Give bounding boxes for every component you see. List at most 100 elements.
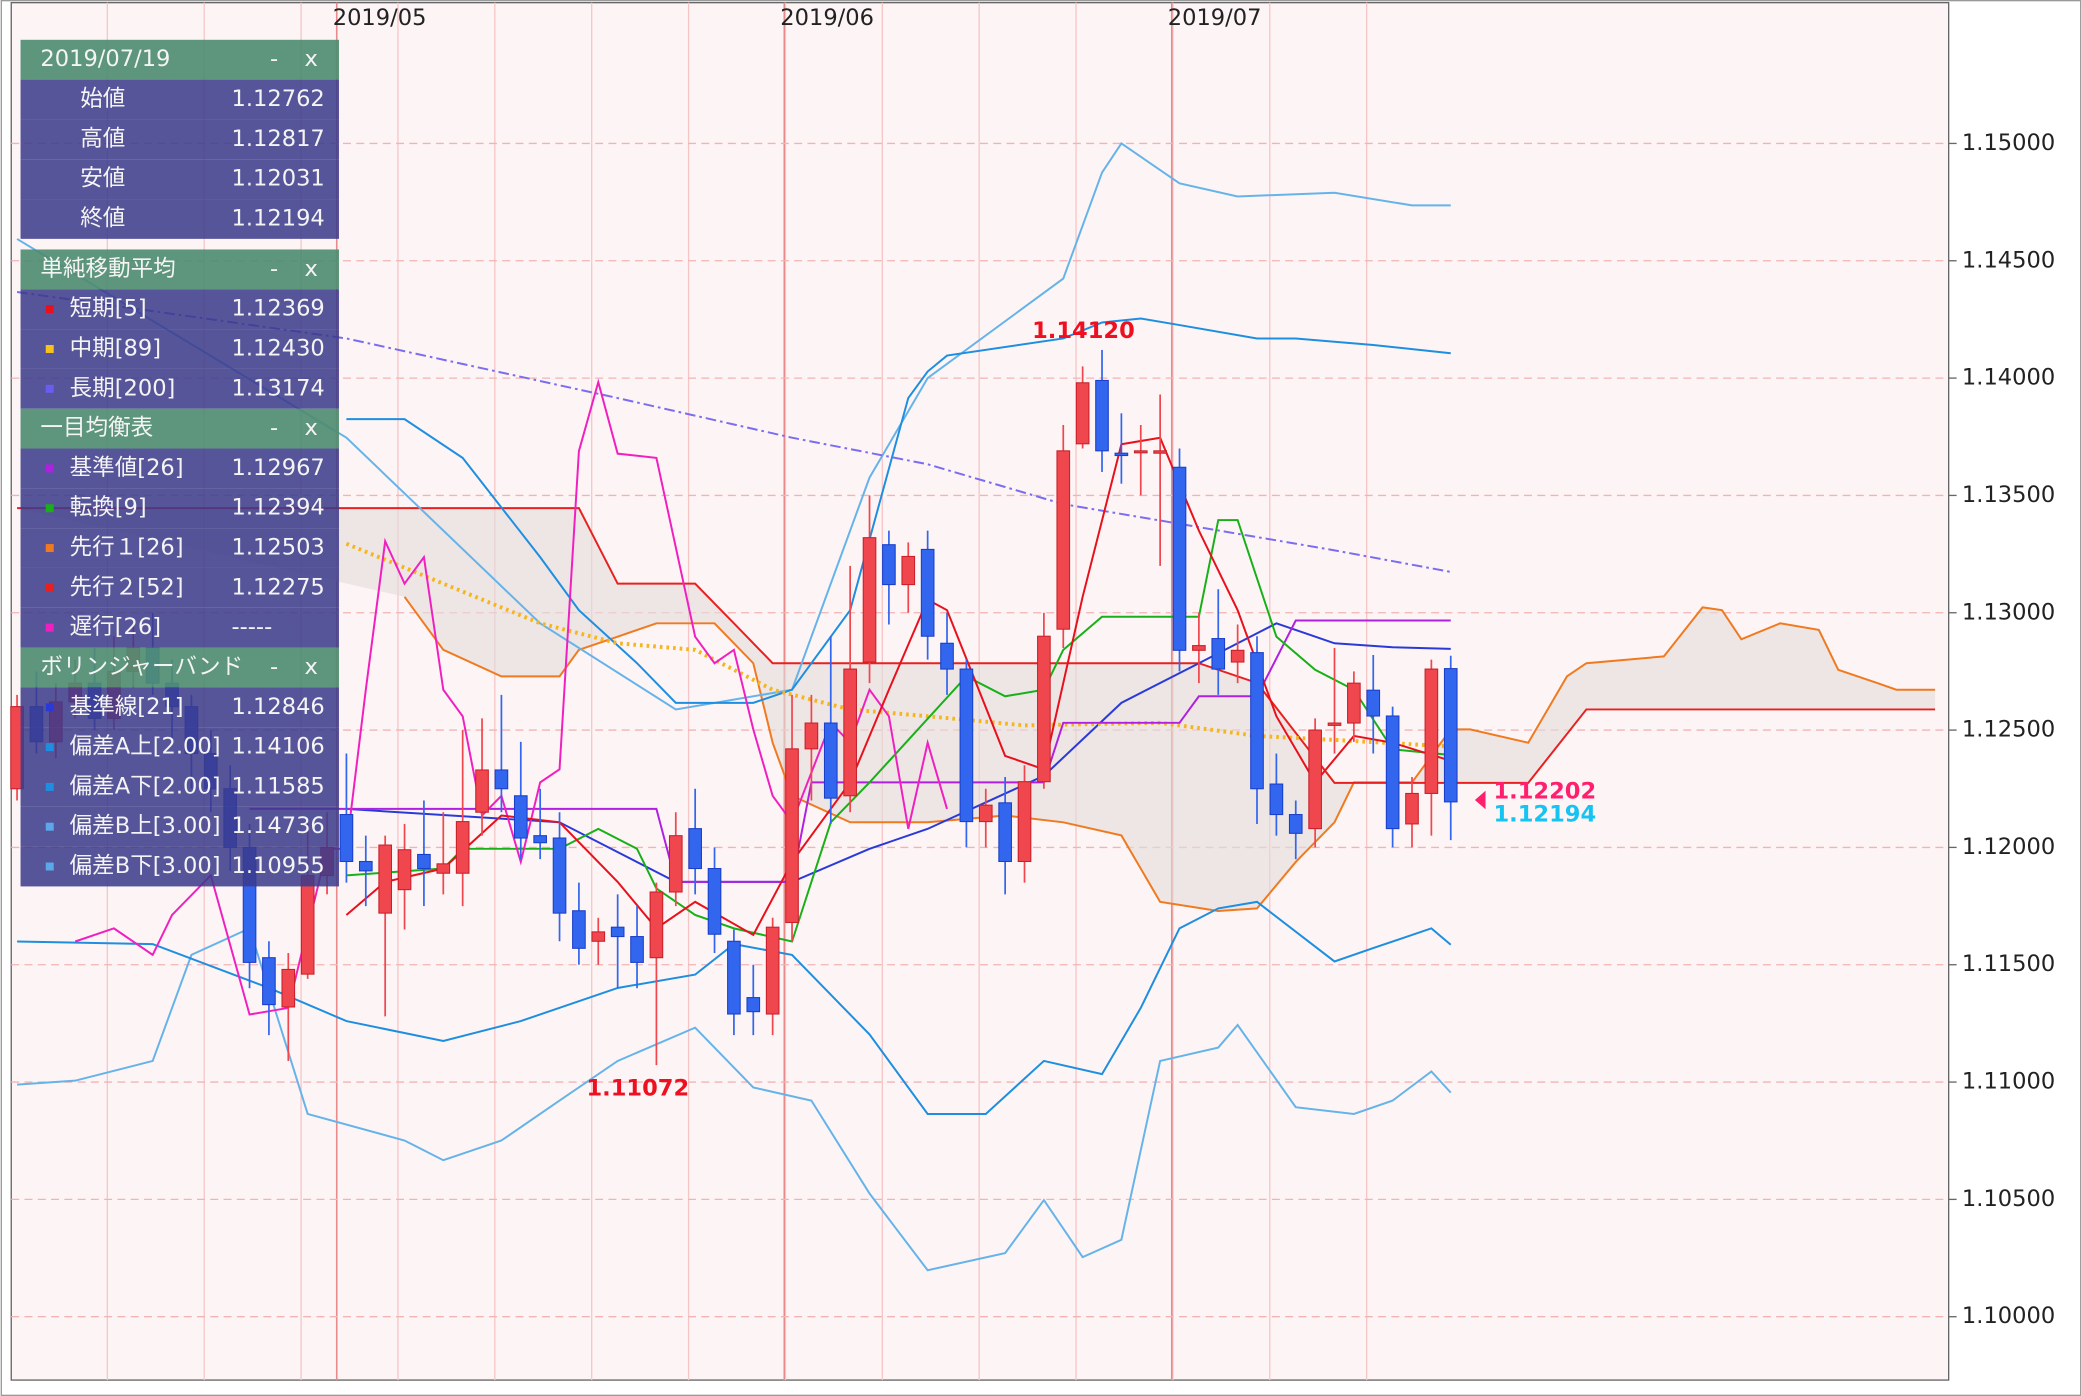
row-value: 1.12194 [232,205,325,231]
row-label: 先行１[26] [70,535,184,561]
row-value: 1.14736 [232,813,325,839]
y-tick-label: 1.15000 [1962,130,2055,156]
y-tick-label: 1.10500 [1962,1186,2055,1212]
candle-body [1211,638,1226,670]
row-bullet [45,583,54,592]
row-label: 偏差A下[2.00] [70,773,221,799]
row-label: 中期[89] [70,336,161,362]
row-value: 1.10955 [232,853,325,879]
candle-body [668,835,683,893]
panel-title: 2019/07/19 [40,46,170,72]
row-value: 1.12394 [232,495,325,521]
row-value: 1.12817 [232,126,325,152]
indicator-line [16,290,1451,573]
row-label: 偏差B下[3.00] [70,853,221,879]
candle-body [804,722,819,750]
candle-body [455,821,470,874]
row-label: 偏差A上[2.00] [70,734,221,760]
candle-body [436,863,451,874]
candle-body [281,968,296,1008]
panel-close[interactable]: x [305,654,318,680]
candle-body [1347,682,1361,724]
candle-body [1308,729,1322,830]
row-value: 1.12762 [232,86,325,112]
indicator-line [16,142,1451,711]
panel-title: 単純移動平均 [40,256,175,282]
indicator-line [16,926,1452,1272]
panel-row [20,687,340,728]
panel-row [20,159,340,200]
candle-body [1037,635,1051,783]
panel-minimize[interactable]: - [270,256,278,282]
span-b-line [17,507,1936,784]
candle-body [1095,379,1109,452]
row-value: 1.12369 [232,296,325,322]
extreme-label: 1.14120 [1032,318,1135,344]
panel-close[interactable]: x [305,46,318,72]
row-bullet [45,703,54,712]
y-tick-label: 1.13000 [1962,599,2055,625]
row-bullet [45,504,54,513]
row-bullet [45,544,54,553]
panel-minimize[interactable]: - [270,654,278,680]
row-bullet [45,464,54,473]
y-tick-label: 1.12500 [1962,717,2055,743]
row-bullet [45,305,54,314]
candle-body [1075,382,1090,445]
candle-body [882,544,896,586]
panel-title: 一目均衡表 [40,415,153,441]
row-value: 1.12031 [232,166,325,192]
row-value: 1.12430 [232,336,325,362]
panel-minimize[interactable]: - [270,415,278,441]
row-bullet [45,782,54,791]
candle-body [940,642,954,670]
panel-row [20,448,340,489]
price-marker [1474,790,1486,810]
candle-body [533,835,547,844]
row-bullet [45,384,54,393]
panel-close[interactable]: x [305,415,318,441]
candle-body [494,769,509,790]
candle-body [378,844,392,914]
candle-body [1192,645,1206,651]
candle-body [1133,450,1148,454]
row-value: ----- [232,614,273,640]
candle-body [920,548,935,637]
candle-body [1443,668,1458,803]
y-tick-label: 1.10000 [1962,1303,2055,1329]
row-value: 1.12846 [232,694,325,720]
y-tick-label: 1.14000 [1962,365,2055,391]
candle-body [978,804,993,823]
candle-body [1230,649,1245,663]
candle-body [862,537,877,663]
candle-body [513,795,528,839]
panel-header [20,408,340,449]
candle-body [1288,814,1303,834]
row-label: 遅行[26] [70,614,161,640]
candle-body [746,997,761,1013]
panel-row [20,329,340,369]
candle-body [1366,689,1381,717]
row-value: 1.11585 [232,773,325,799]
price-tag: 1.12194 [1494,802,1597,828]
panel-close[interactable]: x [305,256,318,282]
candle-body [1114,452,1129,457]
candle-body [765,926,780,1015]
row-label: 転換[9] [70,495,147,521]
panel-header [20,647,340,688]
panel-header [20,249,340,290]
candle-body [339,814,354,863]
candle-body [1250,652,1264,790]
row-bullet [45,623,54,632]
row-label: 終値 [80,205,125,231]
panel-minimize[interactable]: - [270,46,278,72]
candle-body [1017,781,1032,863]
extreme-label: 1.11072 [586,1076,689,1102]
row-label: 始値 [80,86,125,112]
candle-body [843,668,857,797]
candle-body [397,849,412,891]
row-label: 短期[5] [70,296,147,322]
x-tick-label: 2019/06 [780,5,874,31]
